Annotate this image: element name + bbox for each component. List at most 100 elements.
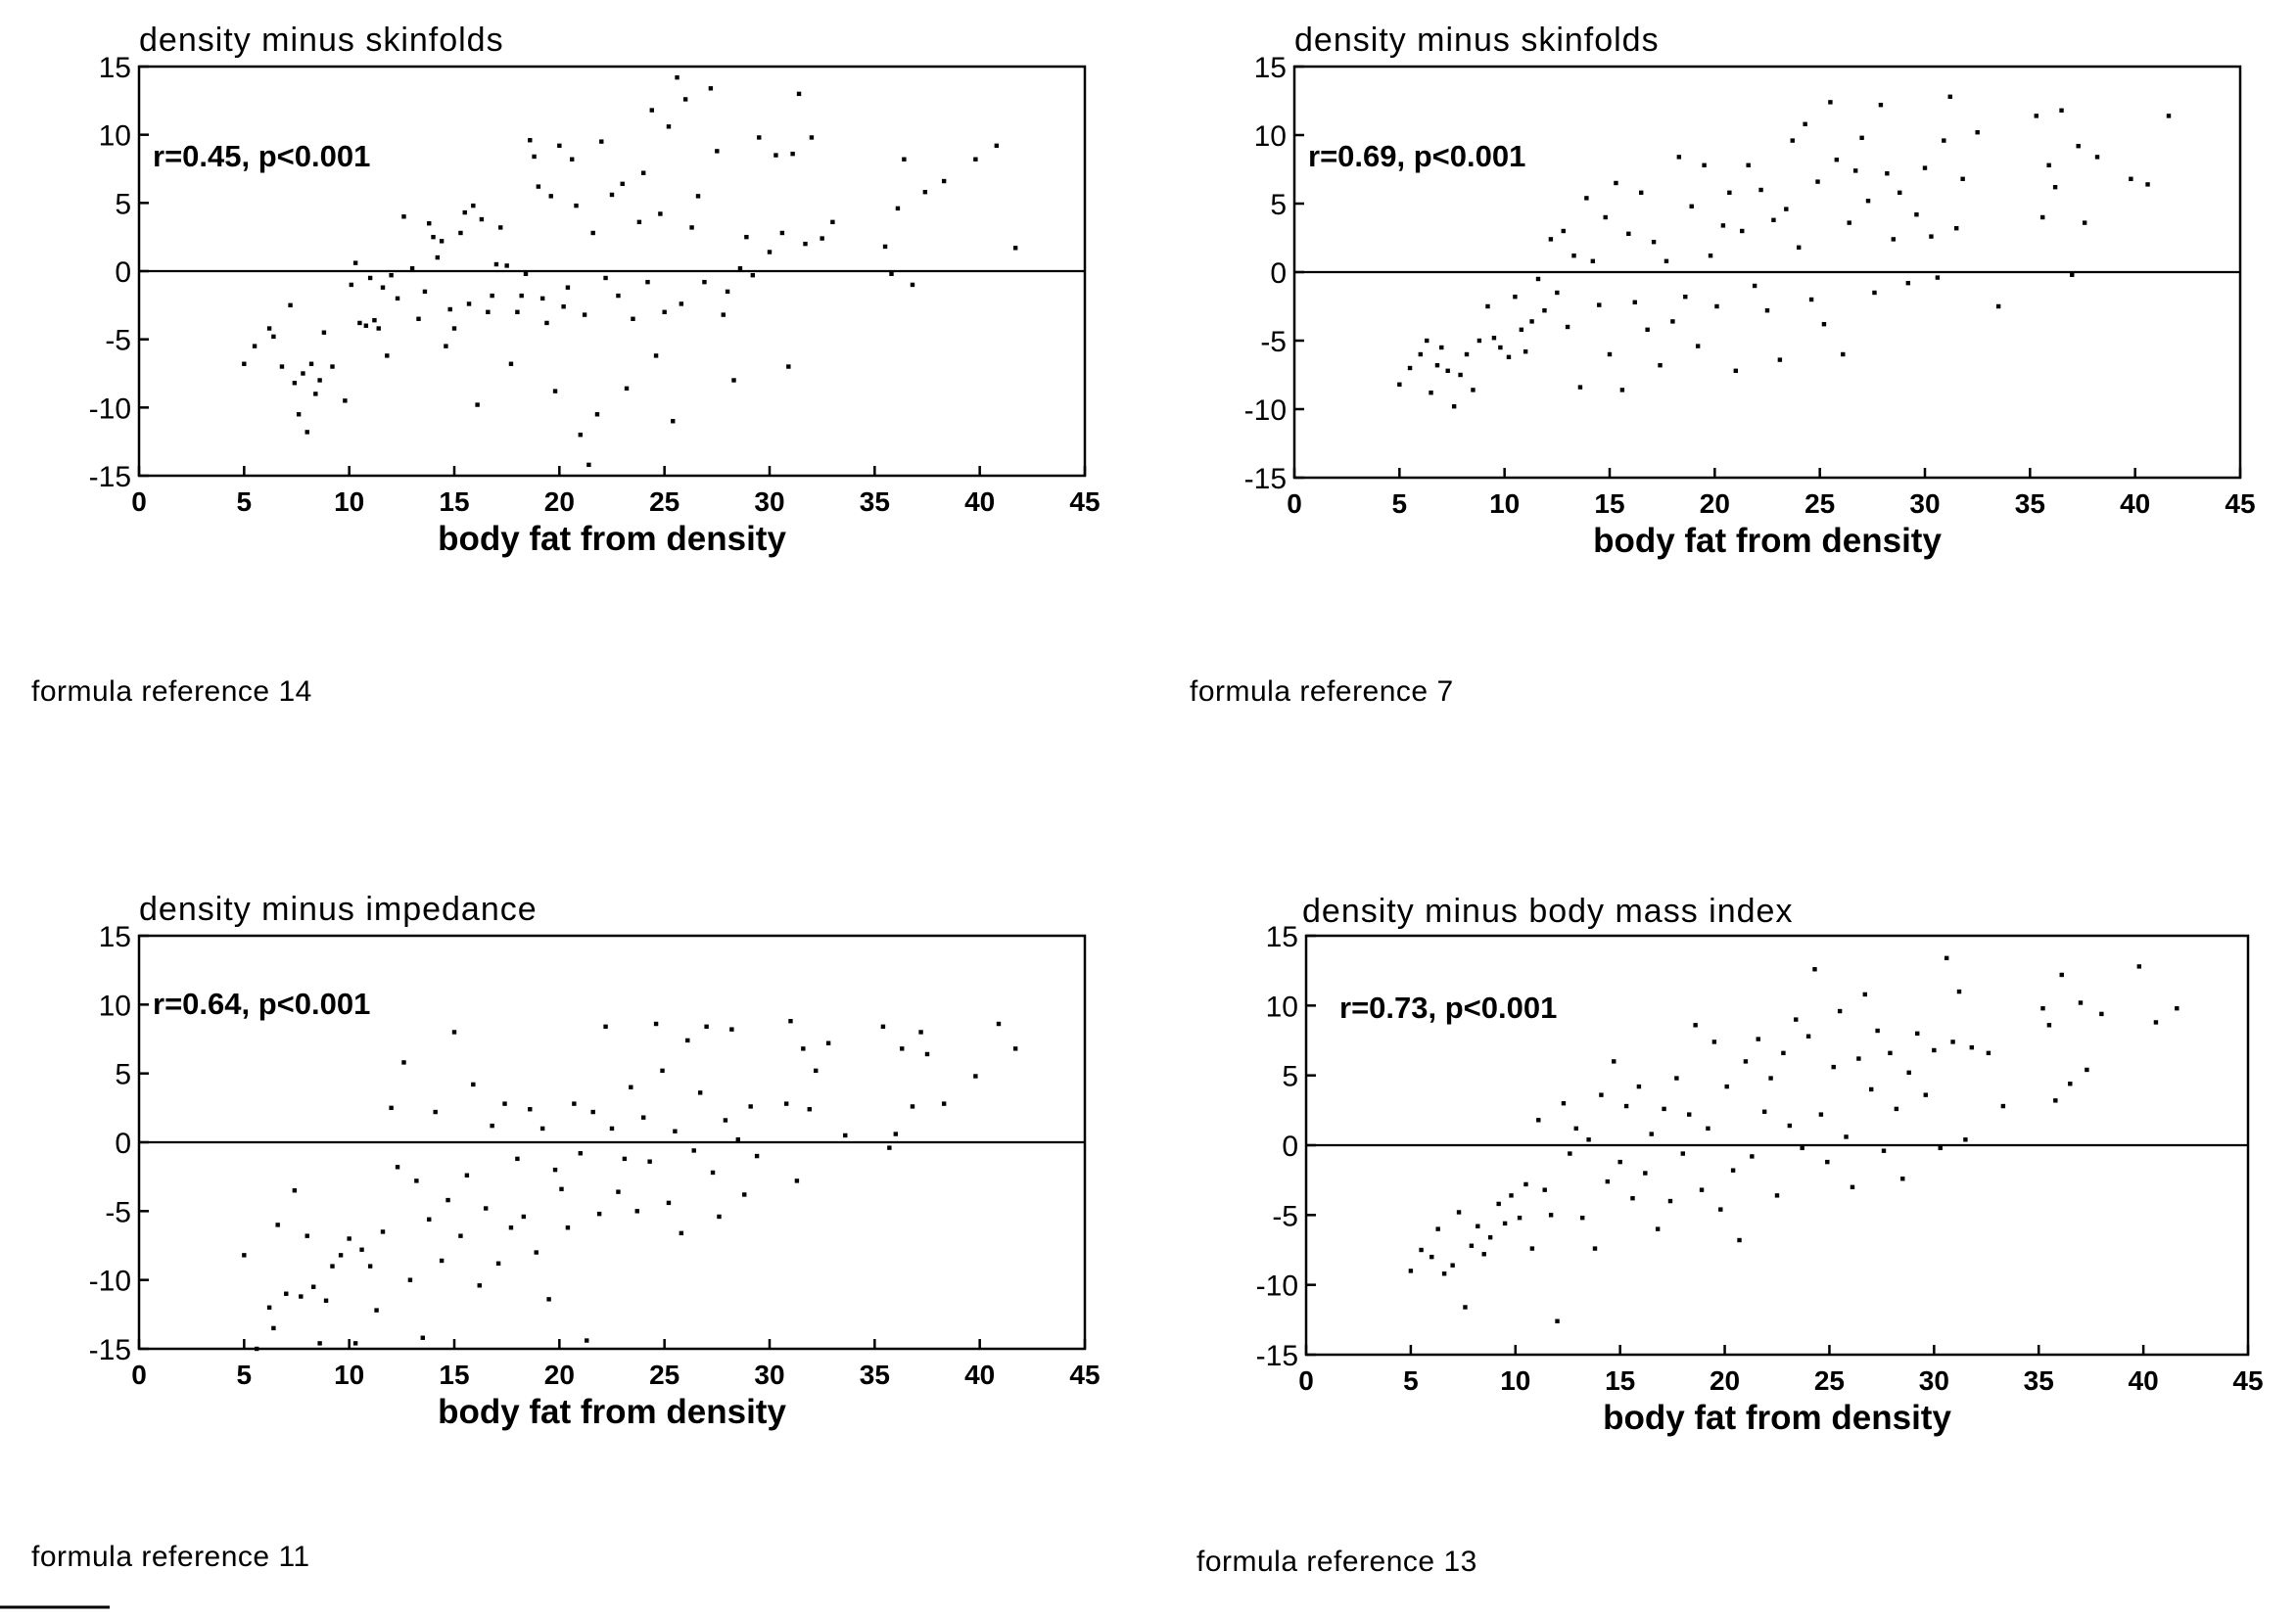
- data-point: [1711, 1040, 1717, 1044]
- data-point: [1841, 351, 1846, 357]
- data-point: [447, 306, 452, 312]
- data-point: [660, 1068, 665, 1074]
- data-point: [310, 1284, 316, 1289]
- x-tick-label: 40: [964, 1360, 995, 1390]
- data-point: [825, 1040, 831, 1045]
- data-point: [1674, 1076, 1679, 1081]
- data-point: [1954, 226, 1959, 231]
- correlation-annotation: r=0.45, p<0.001: [153, 139, 370, 173]
- data-point: [380, 285, 386, 290]
- data-point: [1667, 1198, 1673, 1204]
- data-point: [1481, 1252, 1486, 1257]
- data-point: [292, 1188, 298, 1193]
- data-point: [1542, 308, 1547, 313]
- data-point: [2034, 114, 2038, 118]
- data-point: [685, 1038, 690, 1043]
- data-point: [1718, 1207, 1723, 1212]
- data-point: [2068, 1082, 2073, 1086]
- data-point: [697, 1090, 703, 1095]
- data-point: [486, 309, 491, 314]
- data-point: [1471, 388, 1476, 393]
- data-point: [292, 381, 298, 386]
- y-tick-label: -5: [105, 1196, 131, 1228]
- x-tick-label: 0: [1287, 488, 1302, 519]
- data-point: [578, 433, 583, 438]
- data-point: [624, 386, 630, 392]
- data-point: [1947, 94, 1952, 99]
- data-point: [2052, 185, 2058, 190]
- data-point: [380, 1229, 386, 1234]
- data-point: [385, 353, 390, 358]
- data-point: [794, 1178, 800, 1183]
- data-point: [296, 412, 302, 417]
- data-point: [374, 1308, 379, 1313]
- data-point: [572, 1101, 577, 1106]
- data-point: [902, 157, 907, 162]
- y-tick-label: 0: [115, 256, 131, 289]
- data-point: [2040, 1005, 2045, 1011]
- data-point: [367, 275, 373, 281]
- data-point: [2059, 972, 2064, 978]
- data-point: [1888, 1050, 1893, 1056]
- x-tick-label: 25: [649, 1360, 679, 1390]
- data-point: [1555, 1318, 1560, 1323]
- data-point: [1805, 1034, 1811, 1039]
- data-point: [585, 1338, 589, 1343]
- data-point: [1885, 171, 1890, 176]
- data-point: [737, 266, 743, 271]
- data-point: [779, 230, 785, 236]
- data-point: [1872, 290, 1877, 296]
- data-point: [266, 326, 272, 331]
- data-point: [546, 1297, 551, 1302]
- data-point: [653, 353, 659, 358]
- data-point: [1727, 190, 1732, 195]
- data-point: [357, 320, 362, 326]
- y-tick-label: 10: [1254, 120, 1287, 153]
- data-point: [401, 1060, 406, 1065]
- data-point: [1825, 1159, 1830, 1165]
- data-point: [918, 1030, 923, 1035]
- y-tick-label: 15: [1254, 52, 1287, 84]
- data-point: [1586, 1137, 1591, 1142]
- x-tick-label: 10: [1500, 1365, 1530, 1396]
- data-point: [1408, 1269, 1414, 1273]
- data-point: [1662, 1106, 1666, 1112]
- data-point: [582, 312, 587, 317]
- data-point: [1743, 1059, 1749, 1064]
- data-point: [458, 1233, 463, 1238]
- data-point: [330, 1264, 335, 1269]
- data-point: [1529, 1246, 1535, 1251]
- data-point: [1706, 1126, 1710, 1132]
- data-point: [1535, 276, 1541, 282]
- data-point: [671, 419, 676, 424]
- data-point: [288, 302, 293, 308]
- data-point: [1487, 1234, 1493, 1240]
- data-point: [1485, 303, 1490, 309]
- data-point: [363, 323, 369, 328]
- data-point: [1787, 1123, 1793, 1129]
- data-point: [843, 1132, 848, 1138]
- data-point: [1617, 1159, 1622, 1165]
- data-point: [689, 225, 694, 230]
- chart-title: density minus skinfolds: [139, 22, 504, 59]
- data-point: [809, 135, 815, 140]
- data-point: [641, 170, 646, 175]
- data-point: [552, 389, 558, 393]
- data-point: [767, 250, 773, 254]
- data-point: [691, 1148, 696, 1153]
- y-tick-label: 10: [99, 990, 131, 1022]
- data-point: [1687, 1112, 1692, 1117]
- data-point: [1464, 351, 1470, 357]
- data-point: [515, 309, 520, 314]
- data-point: [1938, 1145, 1943, 1151]
- data-point: [1922, 165, 1928, 170]
- data-point: [744, 234, 749, 240]
- data-point: [435, 254, 441, 260]
- data-point: [2076, 144, 2081, 149]
- data-point: [359, 1247, 364, 1252]
- data-point: [284, 1291, 289, 1296]
- data-point: [2153, 1020, 2159, 1025]
- x-tick-label: 45: [2225, 488, 2255, 519]
- y-tick-label: -10: [1244, 394, 1287, 427]
- data-point: [599, 139, 604, 144]
